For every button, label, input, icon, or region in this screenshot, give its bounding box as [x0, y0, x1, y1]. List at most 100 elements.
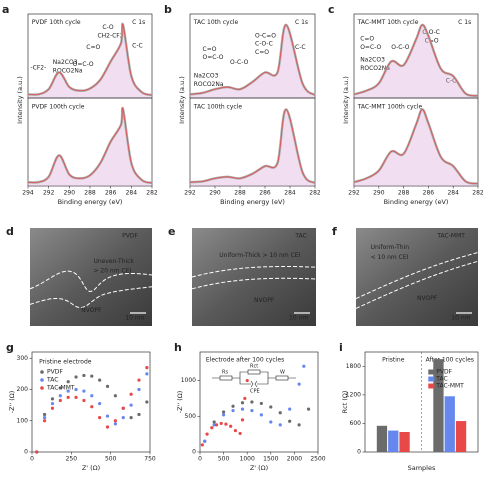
point: [233, 428, 237, 433]
point: [240, 401, 245, 405]
image-label: Uniform-Thin: [371, 244, 410, 251]
panel-letter: a: [2, 3, 9, 16]
point: [222, 413, 226, 417]
point: [66, 389, 70, 393]
x-tick-label: 250: [66, 456, 78, 463]
tem-image: [192, 228, 316, 326]
x-tick-label: 292: [348, 190, 360, 197]
point: [205, 432, 209, 436]
image-label: < 10 nm CEI: [371, 254, 409, 261]
group-label: After 100 cycles: [426, 357, 474, 364]
annotation: -CF2-: [30, 64, 46, 71]
point: [105, 425, 110, 429]
panel-letter: c: [328, 3, 335, 16]
component-area: [354, 109, 478, 186]
y-tick-label: 1200: [346, 391, 361, 398]
x-tick-label: 284: [284, 190, 296, 197]
point: [58, 394, 62, 398]
point: [278, 423, 282, 427]
y-tick-label: 0: [192, 449, 196, 456]
raw-data: [27, 22, 153, 97]
panel-letter: b: [164, 3, 172, 16]
point: [203, 439, 207, 443]
point: [98, 378, 102, 382]
warburg: [275, 375, 289, 381]
point: [129, 416, 133, 420]
annotation: O-C-O: [391, 44, 410, 51]
panel-letter: d: [6, 225, 14, 238]
bar: [455, 421, 467, 452]
x-tick-label: 282: [309, 190, 321, 197]
fit-envelope: [353, 24, 479, 97]
plot-frame: [31, 351, 151, 453]
point: [98, 401, 102, 406]
component-area: [28, 23, 152, 98]
point: [82, 373, 86, 378]
y-tick-label: 0: [357, 449, 361, 456]
x-tick-label: 288: [398, 190, 410, 197]
point: [288, 407, 292, 411]
point: [269, 420, 273, 424]
y-axis-label: -Z'' (Ω): [8, 391, 16, 413]
x-tick-label: 750: [144, 456, 156, 463]
plot-frame: [353, 97, 479, 187]
resistor: [247, 369, 261, 375]
x-tick-label: 286: [423, 190, 435, 197]
fit-envelope: [27, 23, 153, 96]
point: [200, 443, 204, 447]
x-tick-label: 288: [234, 190, 246, 197]
annotation: Pristine electrode: [39, 359, 92, 366]
legend-swatch: [428, 369, 435, 375]
x-tick-label: 292: [43, 190, 55, 197]
legend-label: PVDF: [436, 369, 452, 376]
point: [229, 424, 233, 428]
bar: [388, 430, 399, 452]
panel-letter: e: [168, 225, 175, 238]
point: [231, 404, 235, 408]
cei-boundary: [355, 260, 479, 309]
point: [90, 374, 94, 378]
point: [245, 378, 249, 383]
x-tick-label: 500: [105, 456, 117, 463]
point: [210, 426, 214, 430]
x-tick-label: 0: [30, 456, 34, 463]
point: [269, 405, 273, 409]
annotation: Na2CO3: [194, 73, 219, 80]
point: [212, 420, 216, 424]
y-tick-label: 100: [17, 417, 29, 424]
bar: [433, 359, 444, 452]
point: [137, 387, 141, 392]
x-tick-label: 290: [373, 190, 385, 197]
raw-data: [27, 106, 153, 185]
annotation: TAC-MMT 10th cycle: [357, 19, 419, 26]
y-axis-label: Rct (Ω): [341, 391, 349, 414]
y-tick-label: 200: [17, 386, 29, 393]
point: [214, 423, 219, 427]
y-tick-label: 1000: [181, 377, 196, 384]
x-tick-label: 286: [105, 190, 117, 197]
cei-boundary: [29, 286, 153, 309]
point: [302, 364, 306, 368]
point: [50, 406, 55, 410]
image-label: > 20 nm CEI: [93, 268, 131, 275]
point: [137, 378, 141, 382]
annotation: C=O: [255, 49, 269, 56]
annotation: TAC 100th cycle: [193, 103, 243, 110]
resistor: [219, 375, 233, 381]
point: [240, 418, 245, 422]
circuit-label: W: [280, 370, 285, 376]
point: [240, 407, 245, 411]
x-tick-label: 284: [447, 190, 459, 197]
annotation: O=C-O: [360, 44, 381, 51]
component-area: [190, 24, 315, 99]
point: [145, 372, 149, 376]
x-tick-label: 282: [146, 190, 158, 197]
x-tick-label: 1000: [240, 456, 255, 463]
annotation: C 1s: [458, 19, 471, 26]
cei-boundary: [355, 252, 479, 300]
x-axis-label: Z' (Ω): [250, 464, 268, 472]
point: [306, 407, 311, 411]
legend-marker: [40, 370, 44, 374]
point: [113, 422, 117, 426]
x-axis-label: Binding energy (eV): [220, 198, 285, 206]
